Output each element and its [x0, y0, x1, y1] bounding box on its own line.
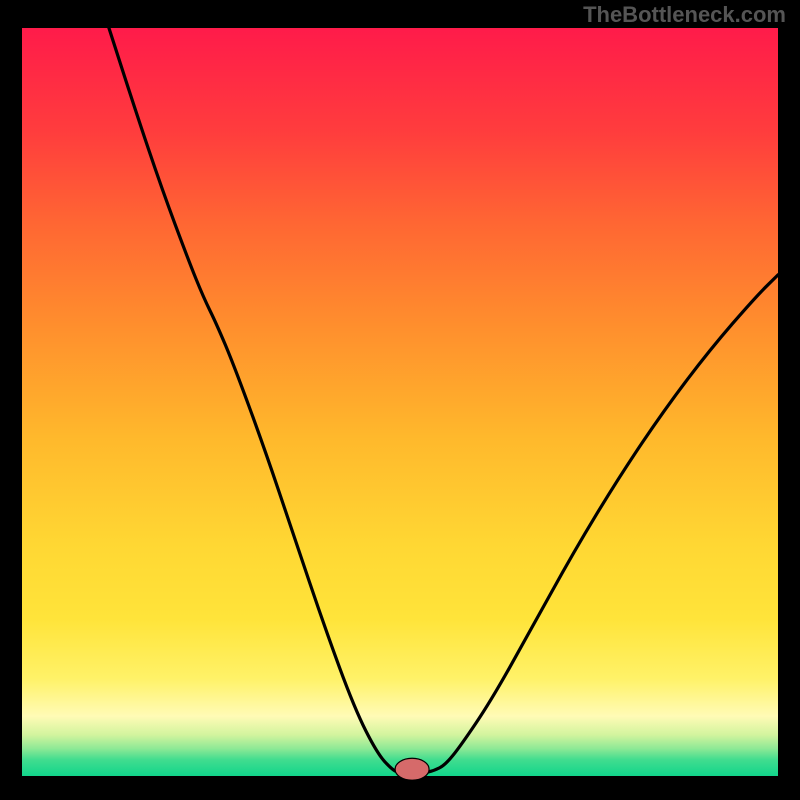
- attribution-text: TheBottleneck.com: [583, 2, 786, 28]
- optimal-point-marker: [395, 758, 429, 780]
- bottleneck-chart: [0, 0, 800, 800]
- chart-container: { "attribution": { "text": "TheBottlenec…: [0, 0, 800, 800]
- gradient-background: [22, 28, 778, 776]
